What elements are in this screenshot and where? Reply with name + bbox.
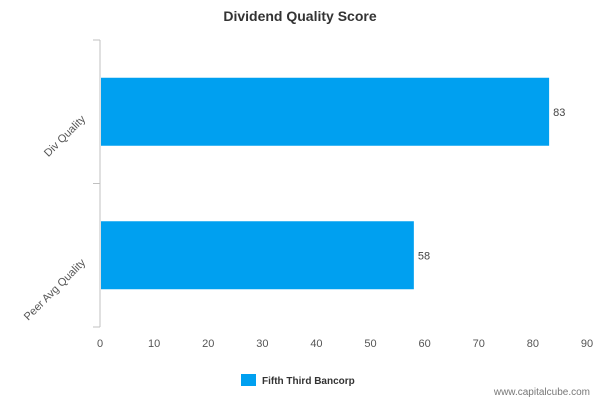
chart-title: Dividend Quality Score bbox=[223, 8, 376, 24]
bar-peer-avg-quality[interactable] bbox=[101, 221, 414, 290]
x-tick-label: 20 bbox=[202, 338, 214, 350]
data-label: 83 bbox=[553, 107, 565, 119]
legend-swatch bbox=[241, 374, 256, 386]
labels-layer: 83 58 bbox=[418, 107, 566, 263]
x-tick-label: 90 bbox=[581, 338, 593, 350]
legend[interactable]: Fifth Third Bancorp bbox=[241, 374, 355, 387]
data-label: 58 bbox=[418, 250, 430, 262]
x-tick-label: 80 bbox=[527, 338, 539, 350]
x-tick-label: 30 bbox=[256, 338, 268, 350]
credit-text: www.capitalcube.com bbox=[493, 387, 590, 398]
y-category-label: Peer Avg Quality bbox=[22, 257, 89, 324]
x-tick-label: 10 bbox=[148, 338, 160, 350]
x-tick-label: 50 bbox=[364, 338, 376, 350]
x-tick-label: 60 bbox=[419, 338, 431, 350]
bars-layer bbox=[101, 77, 550, 290]
x-tick-label: 0 bbox=[97, 338, 103, 350]
x-tick-label: 40 bbox=[310, 338, 322, 350]
legend-label: Fifth Third Bancorp bbox=[262, 376, 355, 387]
y-category-label: Div Quality bbox=[42, 113, 88, 159]
bar-div-quality[interactable] bbox=[101, 77, 550, 146]
x-tick-label: 70 bbox=[473, 338, 485, 350]
